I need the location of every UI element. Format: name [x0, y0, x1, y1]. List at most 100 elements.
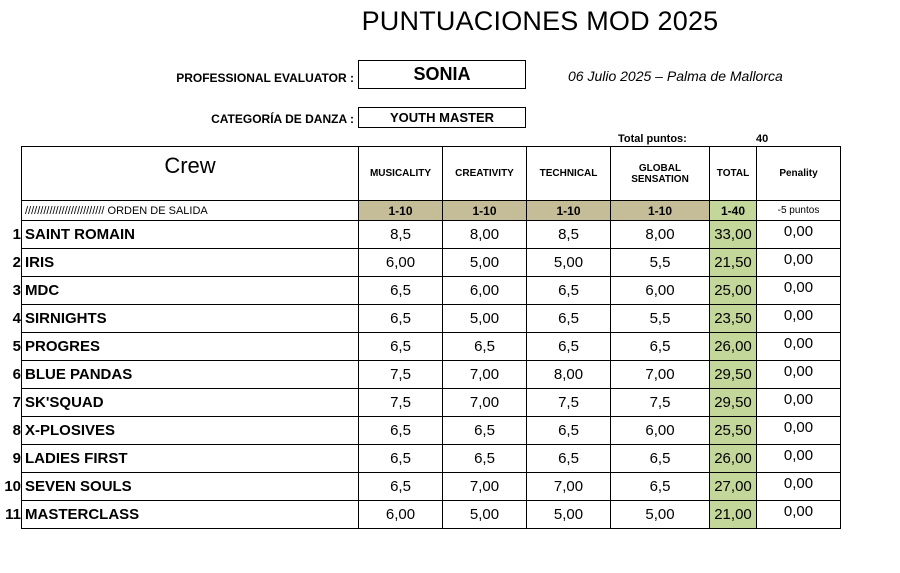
table-row: SAINT ROMAIN 8,5 8,00 8,5 8,00 33,00 0,00	[21, 220, 841, 249]
table-row: MASTERCLASS 6,00 5,00 5,00 5,00 21,00 0,00	[21, 500, 841, 529]
table-row: LADIES FIRST 6,5 6,5 6,5 6,5 26,00 0,00	[21, 444, 841, 473]
table-row: PROGRES 6,5 6,5 6,5 6,5 26,00 0,00	[21, 332, 841, 361]
technical-score: 5,00	[526, 248, 611, 277]
creativity-score: 7,00	[442, 472, 527, 501]
technical-score: 7,5	[526, 388, 611, 417]
category-label: CATEGORÍA DE DANZA :	[211, 112, 354, 126]
penality-score: 0,00	[756, 360, 841, 389]
total-score: 27,00	[709, 472, 757, 501]
penality-score: 0,00	[756, 444, 841, 473]
range-global: 1-10	[610, 200, 710, 221]
global-sensation-score: 6,00	[610, 276, 710, 305]
table-row: IRIS 6,00 5,00 5,00 5,5 21,50 0,00	[21, 248, 841, 277]
crew-name: MASTERCLASS	[21, 500, 359, 529]
musicality-score: 7,5	[358, 388, 443, 417]
total-points-value: 40	[756, 133, 769, 145]
header-creativity: CREATIVITY	[442, 146, 527, 201]
row-number: 5	[12, 338, 21, 355]
musicality-score: 6,00	[358, 248, 443, 277]
table-row: SIRNIGHTS 6,5 5,00 6,5 5,5 23,50 0,00	[21, 304, 841, 333]
header-crew: Crew	[21, 146, 359, 201]
header-technical: TECHNICAL	[526, 146, 611, 201]
total-score: 25,00	[709, 276, 757, 305]
table-row: SEVEN SOULS 6,5 7,00 7,00 6,5 27,00 0,00	[21, 472, 841, 501]
global-sensation-score: 6,00	[610, 416, 710, 445]
row-number: 11	[5, 506, 21, 523]
total-score: 33,00	[709, 220, 757, 249]
technical-score: 8,5	[526, 220, 611, 249]
header-musicality: MUSICALITY	[358, 146, 443, 201]
evaluator-label: PROFESSIONAL EVALUATOR :	[176, 71, 354, 85]
range-penality: -5 puntos	[756, 200, 841, 221]
penality-score: 0,00	[756, 248, 841, 277]
total-score: 26,00	[709, 332, 757, 361]
row-number: 4	[12, 310, 21, 327]
crew-name: SK'SQUAD	[21, 388, 359, 417]
score-table: Crew MUSICALITY CREATIVITY TECHNICAL GLO…	[21, 146, 841, 529]
row-number: 2	[12, 254, 21, 271]
crew-name: SEVEN SOULS	[21, 472, 359, 501]
technical-score: 6,5	[526, 332, 611, 361]
creativity-score: 7,00	[442, 360, 527, 389]
crew-name: IRIS	[21, 248, 359, 277]
technical-score: 8,00	[526, 360, 611, 389]
row-number: 8	[12, 422, 21, 439]
penality-score: 0,00	[756, 416, 841, 445]
global-sensation-score: 7,00	[610, 360, 710, 389]
creativity-score: 7,00	[442, 388, 527, 417]
musicality-score: 8,5	[358, 220, 443, 249]
penality-score: 0,00	[756, 332, 841, 361]
header-penality: Penality	[756, 146, 841, 201]
creativity-score: 6,00	[442, 276, 527, 305]
total-score: 21,00	[709, 500, 757, 529]
row-number: 3	[12, 282, 21, 299]
musicality-score: 6,5	[358, 304, 443, 333]
table-row: BLUE PANDAS 7,5 7,00 8,00 7,00 29,50 0,00	[21, 360, 841, 389]
global-sensation-score: 6,5	[610, 444, 710, 473]
total-score: 25,50	[709, 416, 757, 445]
global-sensation-score: 8,00	[610, 220, 710, 249]
creativity-score: 5,00	[442, 500, 527, 529]
range-creativity: 1-10	[442, 200, 527, 221]
header-row: Crew MUSICALITY CREATIVITY TECHNICAL GLO…	[21, 146, 841, 201]
crew-name: SAINT ROMAIN	[21, 220, 359, 249]
date-location: 06 Julio 2025 – Palma de Mallorca	[568, 68, 783, 84]
musicality-score: 7,5	[358, 360, 443, 389]
table-row: MDC 6,5 6,00 6,5 6,00 25,00 0,00	[21, 276, 841, 305]
header-global-sensation: GLOBAL SENSATION	[610, 146, 710, 201]
penality-score: 0,00	[756, 500, 841, 529]
crew-name: X-PLOSIVES	[21, 416, 359, 445]
creativity-score: 6,5	[442, 416, 527, 445]
order-label: ////////////////////////// ORDEN DE SALI…	[21, 200, 359, 221]
range-technical: 1-10	[526, 200, 611, 221]
range-row: ////////////////////////// ORDEN DE SALI…	[21, 200, 841, 221]
table-row: X-PLOSIVES 6,5 6,5 6,5 6,00 25,50 0,00	[21, 416, 841, 445]
creativity-score: 5,00	[442, 304, 527, 333]
musicality-score: 6,5	[358, 472, 443, 501]
row-number: 9	[12, 450, 21, 467]
technical-score: 6,5	[526, 276, 611, 305]
table-row: SK'SQUAD 7,5 7,00 7,5 7,5 29,50 0,00	[21, 388, 841, 417]
total-score: 29,50	[709, 388, 757, 417]
creativity-score: 8,00	[442, 220, 527, 249]
technical-score: 6,5	[526, 416, 611, 445]
creativity-score: 6,5	[442, 444, 527, 473]
penality-score: 0,00	[756, 472, 841, 501]
total-score: 23,50	[709, 304, 757, 333]
creativity-score: 6,5	[442, 332, 527, 361]
row-number: 7	[12, 394, 21, 411]
crew-name: MDC	[21, 276, 359, 305]
crew-name: LADIES FIRST	[21, 444, 359, 473]
page-title: PUNTUACIONES MOD 2025	[361, 6, 719, 36]
evaluator-value: SONIA	[358, 60, 526, 89]
musicality-score: 6,5	[358, 416, 443, 445]
global-sensation-score: 5,00	[610, 500, 710, 529]
technical-score: 6,5	[526, 444, 611, 473]
row-number: 1	[12, 226, 21, 243]
global-sensation-score: 5,5	[610, 304, 710, 333]
musicality-score: 6,5	[358, 444, 443, 473]
row-number: 6	[12, 366, 21, 383]
penality-score: 0,00	[756, 220, 841, 249]
total-score: 29,50	[709, 360, 757, 389]
total-points-label: Total puntos:	[618, 133, 687, 145]
